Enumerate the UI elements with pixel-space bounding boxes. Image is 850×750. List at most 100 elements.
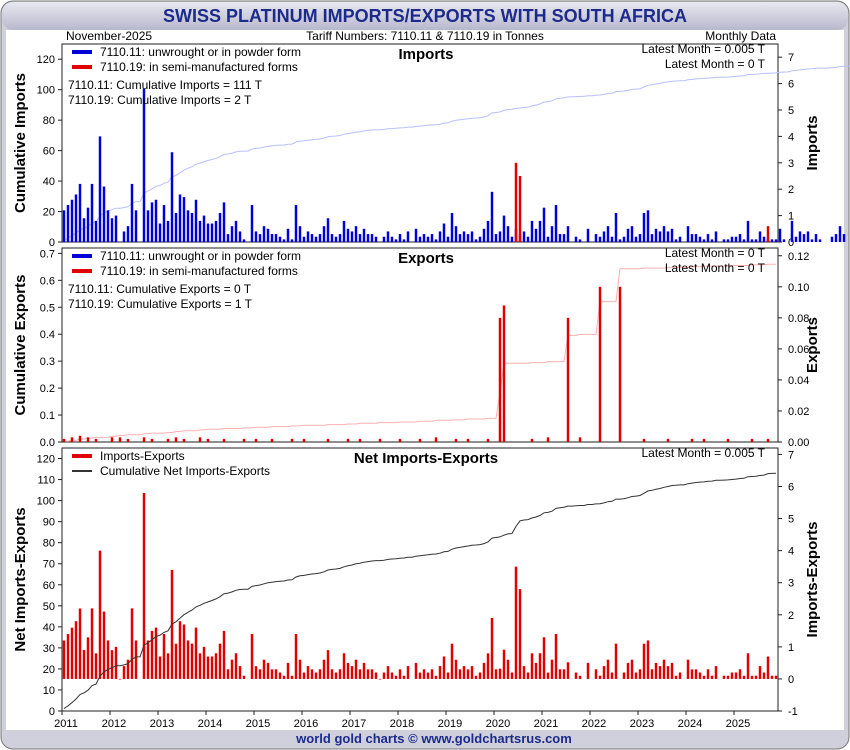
bar-imports-7110-11	[510, 236, 514, 242]
bar-net	[466, 669, 470, 679]
bar-imports-7110-11	[346, 228, 350, 242]
bar-exports-7110-19	[378, 438, 382, 442]
bar-imports-7110-11	[226, 234, 230, 242]
header-date: November-2025	[66, 29, 152, 43]
bar-net	[774, 675, 778, 679]
bar-net	[574, 672, 578, 679]
bar-net	[70, 627, 74, 679]
y-axis-label-left-exports: Cumulative Exports	[12, 275, 29, 416]
bar-imports-7110-11	[646, 210, 650, 242]
bar-imports-7110-11	[254, 231, 258, 242]
bar-imports-7110-11	[670, 228, 674, 242]
bar-imports-7110-11	[366, 234, 370, 242]
bar-imports-7110-11	[442, 223, 446, 242]
bar-imports-7110-11	[426, 236, 430, 242]
bar-imports-7110-11	[418, 236, 422, 242]
bar-imports-7110-11	[622, 236, 626, 242]
bar-imports-7110-11	[774, 239, 778, 242]
bar-net	[174, 643, 178, 679]
bar-exports-7110-19	[254, 438, 258, 442]
bar-net	[742, 675, 746, 679]
bar-imports-7110-11	[630, 226, 634, 242]
bar-imports-7110-11	[166, 220, 170, 242]
bar-exports-7110-19	[498, 317, 502, 442]
left-tick-label-net: 120	[37, 454, 55, 466]
bar-net	[398, 669, 402, 679]
bar-net	[454, 659, 458, 679]
bar-imports-7110-11	[334, 236, 338, 242]
left-tick-label-exports: 0.3	[40, 356, 55, 368]
bar-net	[438, 666, 442, 679]
bar-exports-7110-19	[466, 438, 470, 442]
bar-net	[642, 643, 646, 679]
bar-imports-7110-11	[458, 234, 462, 242]
left-tick-label-exports: 0.4	[40, 329, 55, 341]
bar-net	[290, 675, 294, 679]
bar-net	[362, 662, 366, 679]
bar-imports-7110-11	[810, 239, 814, 242]
bar-net	[370, 669, 374, 679]
bar-imports-7110-11	[66, 205, 70, 242]
bar-net	[334, 672, 338, 679]
bar-net	[426, 672, 430, 679]
right-tick-label-net: 4	[788, 546, 794, 558]
left-tick-label-imports: 0	[49, 237, 55, 249]
bar-imports-7110-11	[214, 220, 218, 242]
bar-net	[118, 678, 122, 680]
bar-exports-7110-19	[546, 437, 550, 442]
bar-net	[230, 659, 234, 679]
bar-net	[686, 659, 690, 679]
bar-imports-7110-11	[470, 231, 474, 242]
bar-net	[338, 669, 342, 679]
left-tick-label-net: 40	[43, 622, 55, 634]
bar-net	[342, 653, 346, 679]
bar-imports-7110-11	[134, 210, 138, 242]
bar-exports-7110-19	[702, 438, 706, 442]
bar-net	[614, 643, 618, 679]
bar-net	[218, 643, 222, 679]
bar-net	[198, 653, 202, 679]
bar-imports-7110-11	[70, 199, 74, 242]
bar-net	[378, 678, 382, 680]
bar-exports-7110-19	[598, 286, 602, 442]
latest-month-exports: Latest Month = 0 T	[665, 261, 766, 275]
left-tick-label-imports: 40	[43, 176, 55, 188]
bar-net	[358, 669, 362, 679]
bar-imports-7110-11	[746, 220, 750, 242]
bar-imports-7110-11	[730, 236, 734, 242]
bar-imports-7110-11	[170, 152, 174, 242]
bar-net	[654, 662, 658, 679]
bar-imports-7110-11	[618, 239, 622, 242]
bar-net	[374, 672, 378, 679]
bar-imports-7110-11	[638, 234, 642, 242]
bar-imports-7110-11	[94, 220, 98, 242]
right-tick-label-imports: 6	[788, 79, 794, 91]
bar-imports-7110-11	[350, 231, 354, 242]
left-tick-label-net: 60	[43, 580, 55, 592]
title-bar	[2, 2, 848, 30]
right-tick-label-exports: 0.08	[788, 313, 809, 325]
right-tick-label-imports: 3	[788, 158, 794, 170]
bar-imports-7110-11	[770, 239, 774, 242]
right-tick-label-net: -1	[788, 706, 798, 718]
bar-imports-7110-11	[158, 223, 162, 242]
bar-exports-7110-19	[642, 438, 646, 442]
bar-net	[390, 672, 394, 679]
header-frequency: Monthly Data	[705, 29, 776, 43]
bar-imports-7110-11	[310, 234, 314, 242]
bar-imports-7110-11	[554, 205, 558, 242]
bar-imports-7110-11	[586, 228, 590, 242]
left-tick-label-net: 110	[37, 475, 55, 487]
bar-net	[238, 666, 242, 679]
bar-imports-7110-11	[382, 236, 386, 242]
bar-net	[706, 669, 710, 679]
bar-net	[694, 669, 698, 679]
bar-net	[746, 653, 750, 679]
bar-imports-7110-11	[818, 239, 822, 242]
bar-imports-7110-19	[518, 176, 522, 242]
left-tick-label-net: 10	[43, 685, 55, 697]
bar-imports-7110-19	[766, 226, 770, 242]
right-tick-label-exports: 0.12	[788, 251, 809, 263]
bar-net	[86, 637, 90, 679]
bar-exports-7110-19	[666, 438, 670, 442]
